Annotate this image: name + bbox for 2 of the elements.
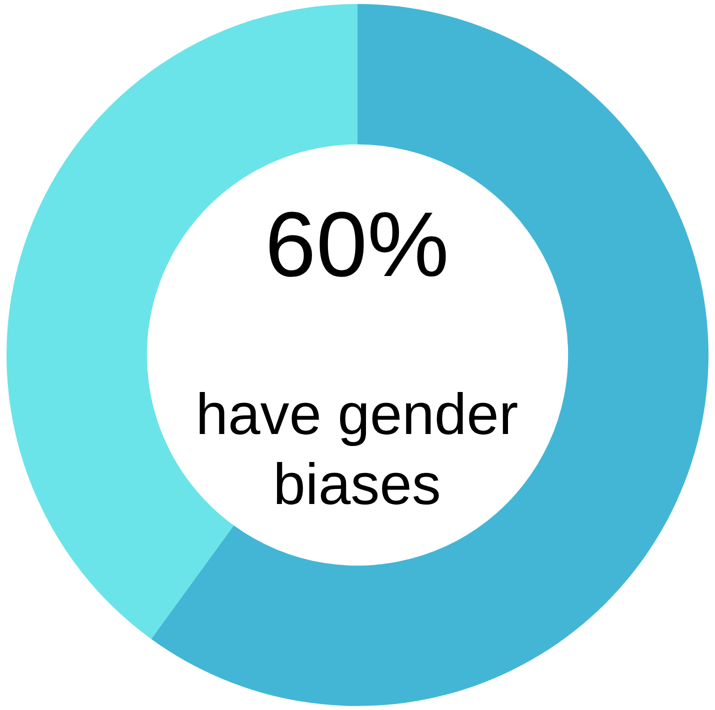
text: have gender biases	[194, 381, 520, 519]
text: 60%	[264, 193, 450, 298]
